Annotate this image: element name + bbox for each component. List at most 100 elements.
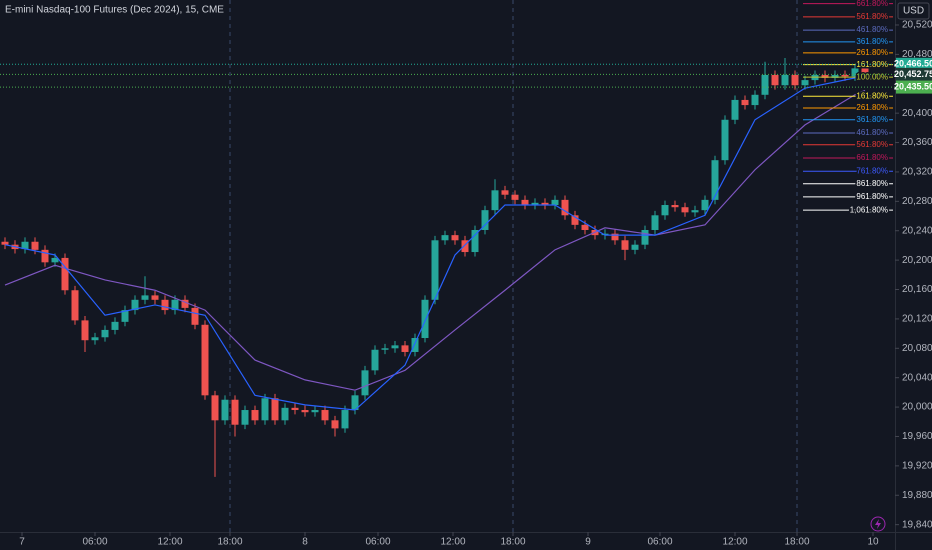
fib-label: 161.80% (856, 60, 888, 69)
alert-icon[interactable] (870, 516, 886, 532)
candle-body (1, 241, 9, 245)
candle-body (431, 240, 439, 300)
candle-body (841, 74, 849, 77)
fib-label: 561.80% (856, 12, 888, 21)
candle-body (751, 94, 759, 106)
candle-body (351, 395, 359, 411)
x-tick-label: 9 (585, 537, 591, 548)
price-tag (896, 67, 932, 81)
candle-body (391, 345, 399, 349)
candle-body (21, 241, 29, 250)
fib-label: 100.00% (856, 72, 888, 81)
fib-label: 661.80% (856, 0, 888, 8)
candle-body (241, 410, 249, 425)
candle-body (361, 370, 369, 396)
candle-body (451, 235, 459, 241)
candle-body (421, 299, 429, 339)
candle-body (611, 233, 619, 241)
candle-body (171, 299, 179, 311)
candle-body (371, 349, 379, 371)
candle-body (651, 215, 659, 230)
y-tick-label: 20,040.00 (902, 372, 932, 383)
candle-body (211, 395, 219, 421)
candle-body (721, 119, 729, 161)
candle-body (471, 229, 479, 253)
candle-body (411, 338, 419, 352)
candle-body (781, 74, 789, 86)
candle-body (271, 398, 279, 421)
y-tick-label: 19,960.00 (902, 431, 932, 442)
candle-body (511, 194, 519, 200)
candle-body (341, 410, 349, 429)
x-tick-label: 06:00 (82, 537, 107, 548)
candle-body (731, 99, 739, 120)
candle-body (531, 202, 539, 206)
candle-body (711, 160, 719, 200)
y-tick-label: 20,120.00 (902, 314, 932, 325)
candle-body (51, 257, 59, 263)
candle-body (331, 420, 339, 429)
x-tick-label: 18:00 (784, 537, 809, 548)
x-tick-label: 10 (867, 537, 879, 548)
fib-label: 361.80% (856, 115, 888, 124)
candle-body (561, 199, 569, 216)
candle-body (571, 215, 579, 225)
y-tick-label: 20,000.00 (902, 402, 932, 413)
candle-body (481, 210, 489, 230)
candle-body (251, 410, 259, 421)
candle-body (221, 399, 229, 421)
y-tick-label: 20,520.00 (902, 20, 932, 31)
plot (1, 58, 869, 477)
fib-label: 461.80% (856, 25, 888, 34)
candle-body (831, 74, 839, 78)
chart-title: E-mini Nasdaq-100 Futures (Dec 2024), 15… (5, 5, 224, 16)
price-tag (896, 80, 932, 94)
fib-label: 661.80% (856, 153, 888, 162)
candle-body (501, 190, 509, 195)
x-tick-label: 12:00 (440, 537, 465, 548)
candle-body (401, 345, 409, 352)
candle-body (91, 337, 99, 341)
price-tag-label: 20,466.50 (894, 59, 932, 69)
x-tick-label: 06:00 (365, 537, 390, 548)
fib-label: 261.80% (856, 48, 888, 57)
fib-label: 361.80% (856, 37, 888, 46)
currency: USD (903, 6, 924, 17)
candle-body (81, 320, 89, 341)
currency-box[interactable] (897, 2, 930, 20)
x-tick-label: 12:00 (722, 537, 747, 548)
fib-label: 261.80% (856, 103, 888, 112)
fib-label: 461.80% (856, 128, 888, 137)
candle-body (461, 240, 469, 253)
candle-body (661, 205, 669, 216)
fib-label: 161.80% (856, 91, 888, 100)
candle-body (41, 249, 49, 263)
candle-body (311, 410, 319, 413)
x-tick-label: 8 (302, 537, 308, 548)
candle-body (111, 321, 119, 330)
candle-body (521, 199, 529, 206)
candle-body (541, 202, 549, 206)
price-tag-label: 20,452.75 (894, 69, 932, 79)
candle-body (321, 410, 329, 421)
fib-label: 861.80% (856, 179, 888, 188)
candle-body (861, 68, 869, 73)
candle-body (181, 299, 189, 308)
candle-body (801, 80, 809, 86)
candle-body (671, 205, 679, 208)
candle-body (231, 399, 239, 425)
y-tick-label: 20,320.00 (902, 167, 932, 178)
x-tick-label: 06:00 (647, 537, 672, 548)
candle-body (201, 324, 209, 396)
candle-body (141, 295, 149, 300)
candle-body (771, 74, 779, 86)
candle-body (261, 398, 269, 421)
moving-average (4, 74, 866, 411)
y-tick-label: 20,200.00 (902, 255, 932, 266)
candle-body (281, 407, 289, 421)
x-tick-label: 18:00 (217, 537, 242, 548)
candle-body (131, 299, 139, 311)
